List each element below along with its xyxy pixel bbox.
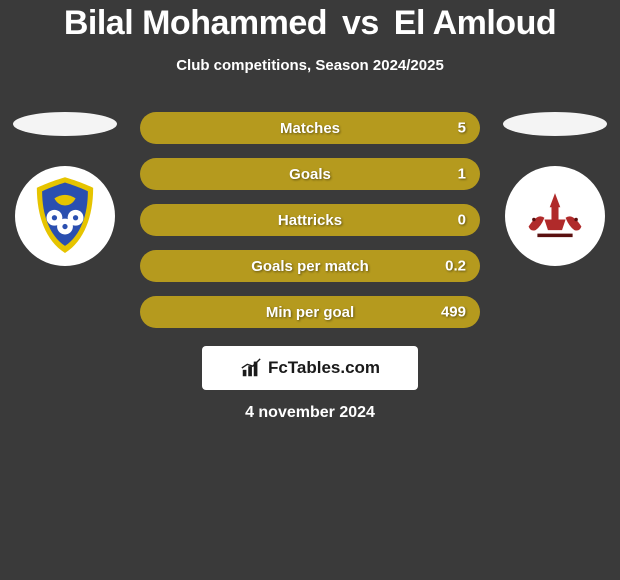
player2-name: El Amloud xyxy=(394,4,556,42)
stat-value: 0.2 xyxy=(445,258,466,275)
stat-bar-hattricks: Hattricks 0 xyxy=(140,204,480,236)
infographic-root: Bilal Mohammed vs El Amloud Club competi… xyxy=(0,0,620,422)
comparison-title: Bilal Mohammed vs El Amloud xyxy=(0,4,620,43)
player2-avatar-placeholder xyxy=(503,112,607,136)
club-left-icon xyxy=(21,172,109,260)
right-club-badge xyxy=(505,166,605,266)
branding-text: FcTables.com xyxy=(268,358,380,378)
player1-avatar-placeholder xyxy=(13,112,117,136)
main-row: Matches 5 Goals 1 Hattricks 0 Goals per … xyxy=(0,110,620,328)
stat-bar-goals-per-match: Goals per match 0.2 xyxy=(140,250,480,282)
stat-label: Matches xyxy=(280,120,340,137)
stat-label: Hattricks xyxy=(278,212,342,229)
date-label: 4 november 2024 xyxy=(0,404,620,422)
stat-label: Goals xyxy=(289,166,331,183)
stat-bar-matches: Matches 5 xyxy=(140,112,480,144)
stat-bar-goals: Goals 1 xyxy=(140,158,480,190)
stat-value: 5 xyxy=(458,120,466,137)
branding-box: FcTables.com xyxy=(202,346,418,390)
bar-chart-icon xyxy=(240,357,262,379)
subtitle: Club competitions, Season 2024/2025 xyxy=(0,57,620,74)
left-column xyxy=(10,110,120,266)
stat-label: Min per goal xyxy=(266,304,354,321)
right-column xyxy=(500,110,610,266)
stats-column: Matches 5 Goals 1 Hattricks 0 Goals per … xyxy=(140,110,480,328)
stat-value: 1 xyxy=(458,166,466,183)
stat-value: 0 xyxy=(458,212,466,229)
stat-value: 499 xyxy=(441,304,466,321)
stat-label: Goals per match xyxy=(251,258,369,275)
left-club-badge xyxy=(15,166,115,266)
stat-bar-min-per-goal: Min per goal 499 xyxy=(140,296,480,328)
player1-name: Bilal Mohammed xyxy=(64,4,327,42)
vs-label: vs xyxy=(342,4,379,42)
club-right-icon xyxy=(511,172,599,260)
